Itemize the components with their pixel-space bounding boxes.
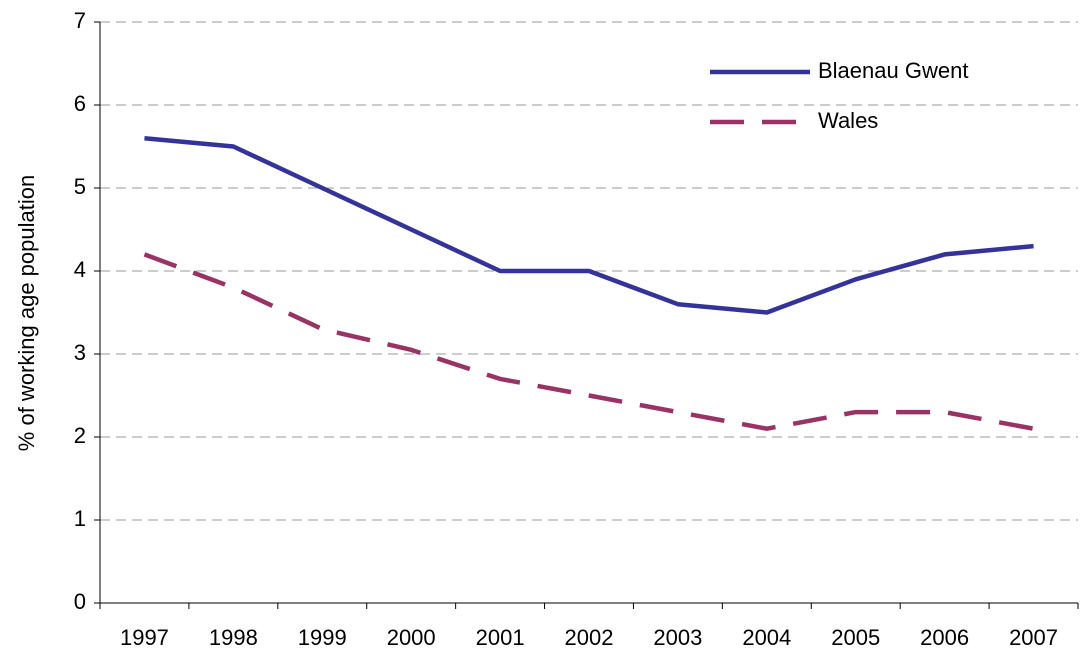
y-tick-label: 6 xyxy=(74,91,86,116)
x-tick-label: 2004 xyxy=(742,625,791,650)
x-tick-label: 1998 xyxy=(209,625,258,650)
x-tick-label: 2003 xyxy=(653,625,702,650)
x-tick-label: 2005 xyxy=(831,625,880,650)
x-tick-label: 2000 xyxy=(387,625,436,650)
x-tick-label: 2006 xyxy=(920,625,969,650)
y-tick-label: 3 xyxy=(74,340,86,365)
y-tick-label: 2 xyxy=(74,423,86,448)
series-line xyxy=(143,252,1034,431)
x-tick-label: 1997 xyxy=(120,625,169,650)
y-tick-label: 7 xyxy=(74,8,86,33)
legend-label: Wales xyxy=(818,108,878,133)
x-tick-label: 2007 xyxy=(1009,625,1058,650)
y-tick-label: 5 xyxy=(74,174,86,199)
legend-label: Blaenau Gwent xyxy=(818,58,968,83)
y-tick-label: 1 xyxy=(74,506,86,531)
y-tick-label: 0 xyxy=(74,589,86,614)
x-tick-label: 1999 xyxy=(298,625,347,650)
series-line xyxy=(144,135,1034,315)
y-axis-label: % of working age population xyxy=(14,175,39,451)
y-tick-label: 4 xyxy=(74,257,86,282)
x-tick-label: 2002 xyxy=(565,625,614,650)
x-tick-label: 2001 xyxy=(476,625,525,650)
